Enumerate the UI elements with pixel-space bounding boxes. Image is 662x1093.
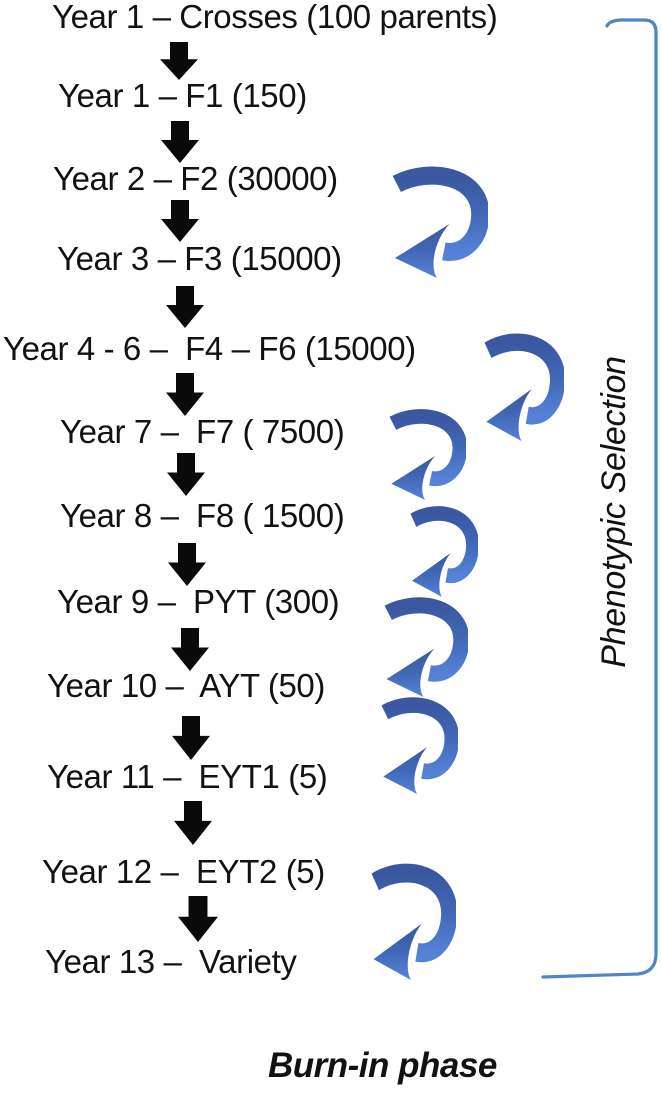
selection-loop-arrow-icon: [410, 504, 478, 597]
selection-loop-arrow-icon: [384, 595, 468, 697]
step-year8-f8: Year 8 – F8 ( 1500): [60, 497, 345, 534]
step-year4-6-f4-f6: Year 4 - 6 – F4 – F6 (15000): [3, 330, 416, 367]
down-arrow-icon: [168, 543, 206, 586]
selection-loop-arrow-icon: [392, 164, 488, 278]
down-arrow-icon: [166, 373, 204, 416]
selection-loop-arrow-icon: [381, 695, 458, 794]
selection-loop-arrow-icon: [389, 407, 466, 500]
selection-loop-arrow-icon: [371, 861, 456, 980]
step-year7-f7: Year 7 – F7 ( 7500): [60, 413, 345, 450]
step-year1-f1: Year 1 – F1 (150): [58, 77, 307, 114]
step-year3-f3: Year 3 – F3 (15000): [57, 240, 342, 277]
down-arrow-icon: [160, 42, 198, 80]
down-arrow-icon: [166, 286, 204, 328]
step-year2-f2: Year 2 – F2 (30000): [53, 160, 338, 197]
step-year10-ayt: Year 10 – AYT (50): [47, 667, 325, 704]
step-year9-pyt: Year 9 – PYT (300): [57, 583, 340, 620]
phenotypic-selection-bracket: [541, 18, 658, 979]
step-year12-eyt2: Year 12 – EYT2 (5): [42, 853, 325, 890]
step-year1-crosses: Year 1 – Crosses (100 parents): [52, 0, 498, 35]
down-arrow-icon: [172, 716, 210, 760]
down-arrow-icon: [178, 896, 218, 942]
down-arrow-icon: [161, 121, 199, 163]
down-arrow-icon: [174, 801, 212, 845]
step-year11-eyt1: Year 11 – EYT1 (5): [47, 758, 328, 795]
step-year13-variety: Year 13 – Variety: [45, 943, 297, 980]
down-arrow-icon: [171, 628, 209, 671]
down-arrow-icon: [167, 453, 205, 496]
down-arrow-icon: [161, 200, 199, 242]
burn-in-phase-label: Burn-in phase: [268, 1046, 497, 1085]
phenotypic-selection-label: Phenotypic Selection: [595, 356, 633, 668]
